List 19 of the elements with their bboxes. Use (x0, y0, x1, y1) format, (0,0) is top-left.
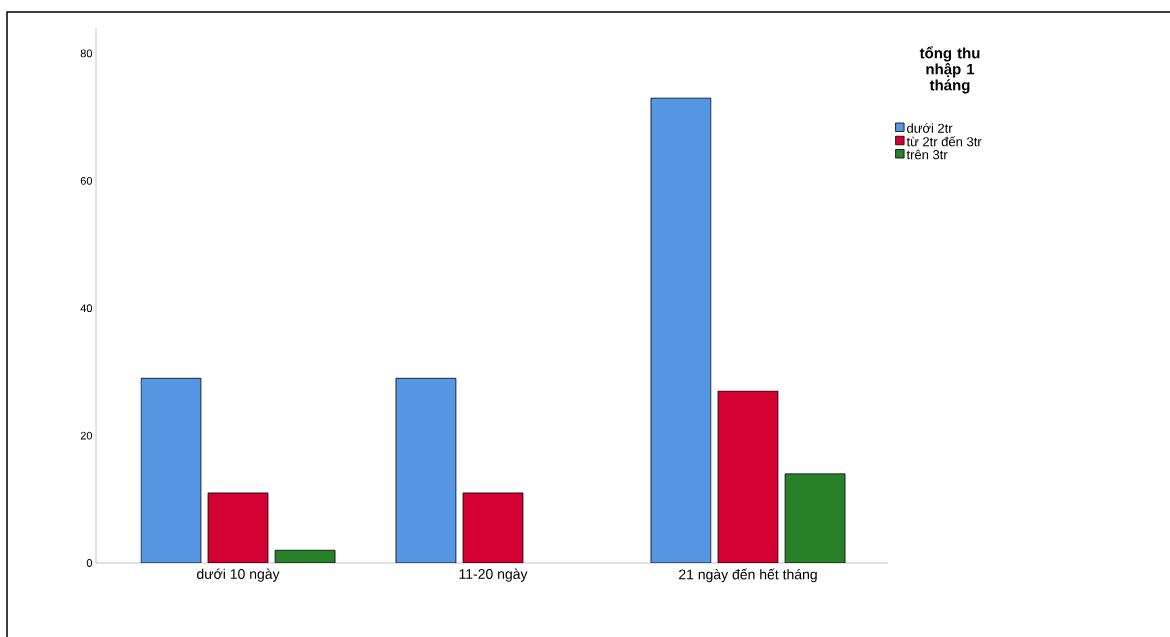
bar (140, 377, 202, 563)
bar (784, 473, 846, 563)
bar (462, 492, 524, 563)
x-tick-label: dưới 10 ngày (197, 568, 280, 582)
x-tick-label: 21 ngày đến hết tháng (679, 568, 817, 583)
y-tick-label: 0 (86, 559, 93, 567)
legend-title: tổng thu nhập 1 tháng (919, 46, 980, 94)
y-tick-label: 20 (80, 431, 93, 440)
bar (650, 97, 712, 563)
y-tick-label: 60 (80, 176, 93, 185)
y-tick-label: 40 (80, 304, 93, 313)
legend-label: từ 2tr đến 3tr (906, 136, 982, 147)
bar (395, 377, 457, 563)
legend-label: trên 3tr (906, 149, 948, 160)
bar (207, 492, 269, 563)
legend-label: dưới 2tr (907, 123, 953, 133)
y-tick-label: 80 (80, 49, 93, 58)
bar (717, 390, 779, 563)
x-tick-label: 11-20 ngày (459, 568, 528, 582)
